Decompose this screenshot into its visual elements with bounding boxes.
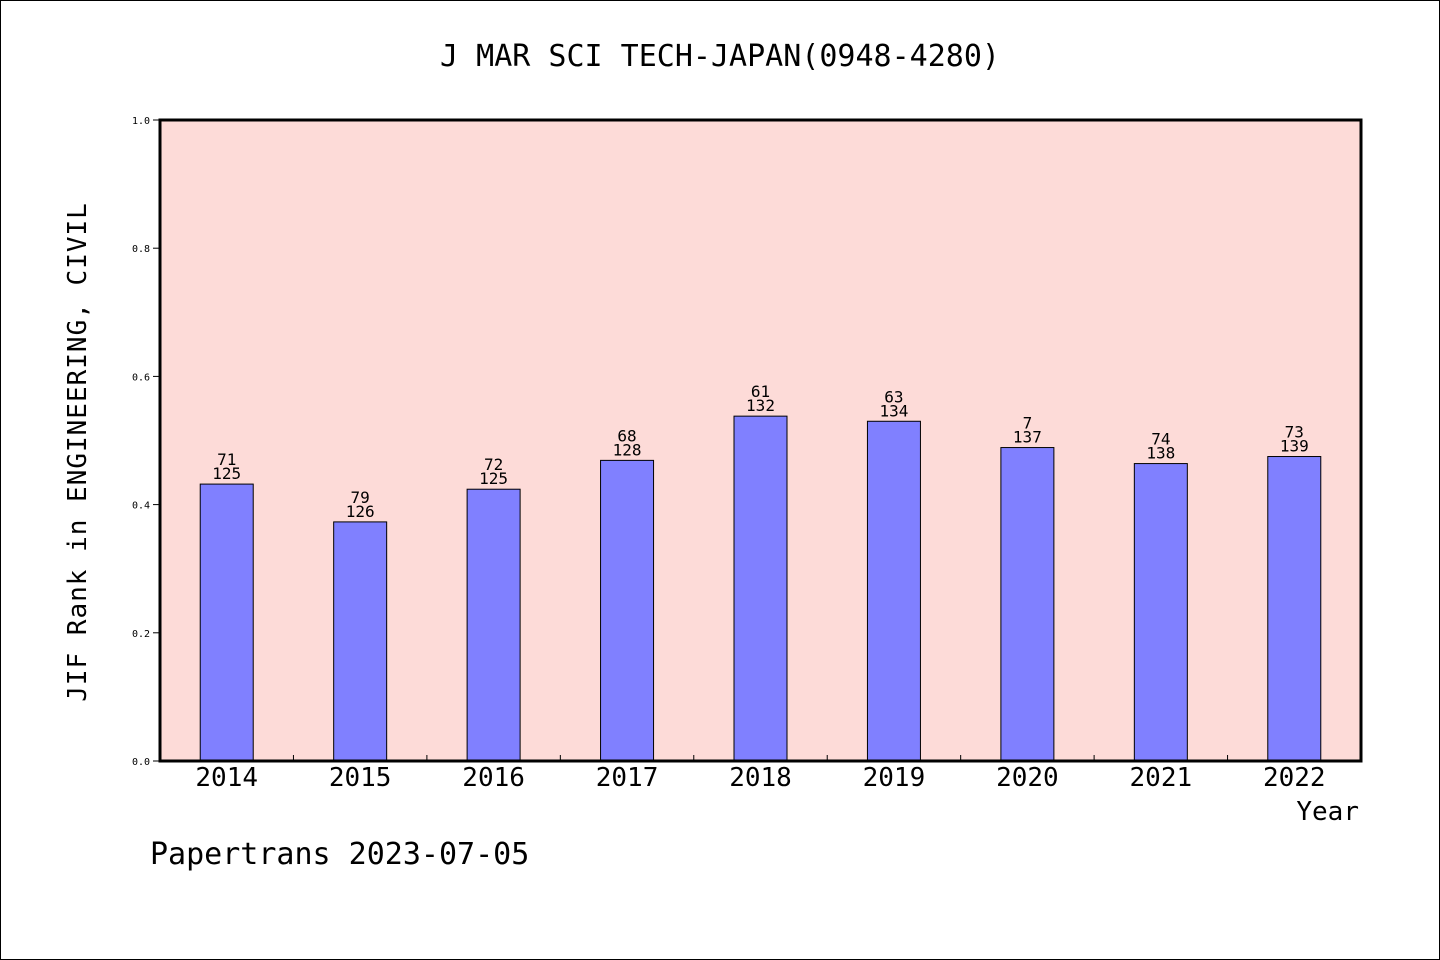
bar-2017 — [600, 459, 655, 762]
bar-2018 — [733, 415, 788, 762]
x-tick-label: 2019 — [863, 763, 926, 793]
rank-label: 61 — [751, 382, 770, 401]
bar-2015 — [333, 521, 388, 762]
plot-border — [158, 118, 1363, 763]
total-label: 138 — [1146, 444, 1175, 463]
bar-2020 — [1000, 447, 1055, 762]
rank-label: 79 — [351, 488, 370, 507]
bar-2021 — [1133, 463, 1188, 762]
footer-credit: Papertrans 2023-07-05 — [150, 837, 529, 872]
y-tick-label: 0.2 — [132, 629, 150, 640]
y-tick-label: 0.0 — [132, 757, 150, 768]
bars-group — [199, 415, 1322, 762]
total-label: 125 — [479, 469, 508, 488]
x-tick-label: 2021 — [1130, 763, 1193, 793]
y-tick-label: 1.0 — [132, 116, 150, 127]
x-tick-label: 2014 — [195, 763, 258, 793]
rank-label: 63 — [884, 387, 903, 406]
y-tick-label: 0.8 — [132, 244, 150, 255]
x-axis-label: Year — [1296, 797, 1359, 827]
total-label: 134 — [879, 401, 908, 420]
total-label: 137 — [1013, 428, 1042, 447]
x-tick-label: 2018 — [729, 763, 792, 793]
x-axis-ticks: 2014 2015 2016 2017 2018 2019 2020 2021 2022 — [195, 755, 1326, 793]
x-tick-label: 2022 — [1263, 763, 1326, 793]
rank-label: 72 — [484, 455, 503, 474]
total-label: 132 — [746, 396, 775, 415]
x-tick-label: 2016 — [462, 763, 525, 793]
rank-label: 71 — [217, 450, 236, 469]
bar-2022 — [1267, 456, 1322, 762]
bar-2016 — [466, 488, 521, 762]
y-tick-label: 0.6 — [132, 372, 150, 383]
rank-label: 68 — [617, 426, 636, 445]
x-tick-label: 2015 — [329, 763, 392, 793]
total-label: 126 — [346, 502, 375, 521]
y-tick-label: 0.4 — [132, 501, 150, 512]
y-axis-ticks: 0.0 0.2 0.4 0.6 0.8 1.0 — [132, 116, 160, 768]
rank-label: 73 — [1285, 423, 1304, 442]
total-label: 125 — [212, 464, 241, 483]
bar-2019 — [866, 420, 921, 762]
x-tick-label: 2017 — [596, 763, 659, 793]
x-tick-label: 2020 — [996, 763, 1059, 793]
chart-title: J MAR SCI TECH-JAPAN(0948-4280) — [440, 39, 1000, 74]
rank-label: 7 — [1023, 414, 1033, 433]
rank-label: 74 — [1151, 430, 1170, 449]
y-axis-label: JIF Rank in ENGINEERING, CIVIL — [63, 202, 93, 702]
total-label: 139 — [1280, 437, 1309, 456]
bar-2014 — [199, 483, 254, 762]
total-label: 128 — [613, 440, 642, 459]
